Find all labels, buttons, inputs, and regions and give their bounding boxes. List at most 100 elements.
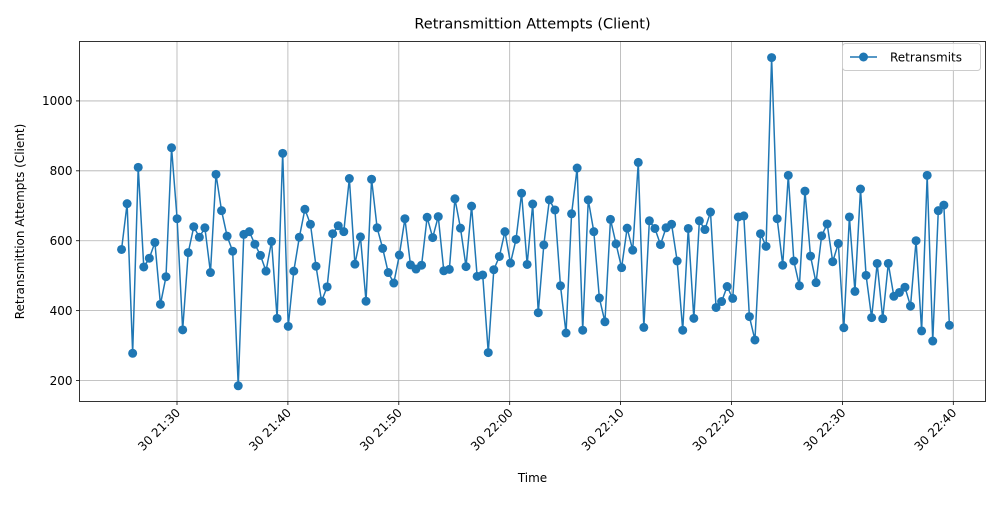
data-point	[561, 328, 571, 338]
data-point	[433, 212, 443, 222]
data-point	[378, 243, 388, 253]
data-point	[572, 163, 582, 173]
data-point	[844, 212, 854, 222]
data-point	[522, 259, 532, 269]
data-point	[133, 162, 143, 172]
data-point	[489, 265, 499, 275]
data-point	[667, 219, 677, 229]
data-point	[700, 225, 710, 235]
data-point	[272, 313, 282, 323]
data-point	[861, 270, 871, 280]
data-point	[155, 299, 165, 309]
data-point	[128, 348, 138, 358]
data-point	[267, 236, 277, 246]
data-point	[644, 216, 654, 226]
data-point	[794, 281, 804, 291]
data-point	[728, 293, 738, 303]
data-point	[761, 241, 771, 251]
data-point	[217, 206, 227, 216]
data-point	[355, 232, 365, 242]
data-point	[694, 216, 704, 226]
data-point	[706, 207, 715, 217]
data-point	[678, 325, 688, 335]
data-point	[328, 229, 338, 239]
data-point	[344, 174, 354, 184]
data-point	[850, 286, 860, 296]
y-tick-label: 600	[50, 234, 73, 248]
data-point	[250, 239, 260, 249]
data-point	[750, 335, 760, 345]
y-axis: 200 400 600 800 1000	[42, 94, 80, 388]
data-point	[628, 245, 638, 255]
data-point	[928, 336, 938, 346]
data-point	[739, 211, 749, 221]
data-point	[883, 258, 893, 268]
data-point	[367, 174, 377, 184]
data-point	[683, 223, 693, 233]
data-point	[228, 246, 238, 256]
data-point	[783, 170, 793, 180]
data-point	[278, 148, 288, 158]
data-point	[389, 278, 399, 288]
data-point	[867, 313, 877, 323]
data-point	[789, 256, 799, 266]
data-point	[144, 253, 154, 263]
data-point	[450, 194, 460, 204]
data-point	[467, 201, 477, 211]
data-point	[505, 258, 515, 268]
data-point	[211, 169, 221, 179]
data-point	[511, 234, 521, 244]
data-point	[178, 325, 188, 335]
data-point	[311, 261, 321, 271]
data-point	[528, 199, 538, 209]
data-point	[605, 214, 615, 224]
data-point	[817, 231, 827, 241]
data-point	[589, 227, 599, 237]
data-point	[856, 184, 866, 194]
data-point	[672, 256, 682, 266]
data-point	[183, 248, 193, 258]
data-point	[778, 260, 788, 270]
data-point	[483, 348, 493, 358]
data-point	[533, 308, 543, 318]
data-point	[722, 282, 732, 292]
data-point	[828, 257, 838, 267]
grid-lines	[79, 41, 986, 402]
data-point	[139, 262, 149, 272]
y-tick-label: 800	[50, 164, 73, 178]
data-point	[428, 233, 438, 243]
data-point	[633, 157, 643, 167]
data-point	[555, 281, 565, 291]
data-point	[650, 223, 660, 233]
legend-box	[842, 43, 981, 71]
data-point	[544, 195, 554, 205]
data-point	[222, 231, 232, 241]
data-point	[622, 223, 632, 233]
data-point	[200, 223, 210, 233]
data-point	[717, 297, 727, 307]
data-point	[578, 325, 588, 335]
data-point	[339, 227, 349, 237]
data-point	[806, 251, 816, 261]
series-retransmits	[117, 53, 954, 391]
legend: Retransmits	[842, 43, 981, 71]
plot-area-frame	[79, 41, 986, 402]
data-point	[872, 258, 882, 268]
data-point	[811, 278, 821, 288]
data-point	[711, 302, 721, 312]
data-point	[394, 250, 404, 260]
data-point	[911, 236, 921, 246]
data-point	[400, 214, 410, 224]
data-point	[244, 227, 254, 237]
data-point	[417, 260, 427, 270]
data-point	[283, 321, 293, 331]
data-point	[305, 219, 315, 229]
data-point	[372, 223, 382, 233]
data-point	[833, 239, 843, 249]
data-point	[350, 259, 360, 269]
data-point	[583, 195, 593, 205]
data-point	[539, 240, 549, 250]
data-point	[478, 270, 488, 280]
data-point	[500, 227, 510, 237]
